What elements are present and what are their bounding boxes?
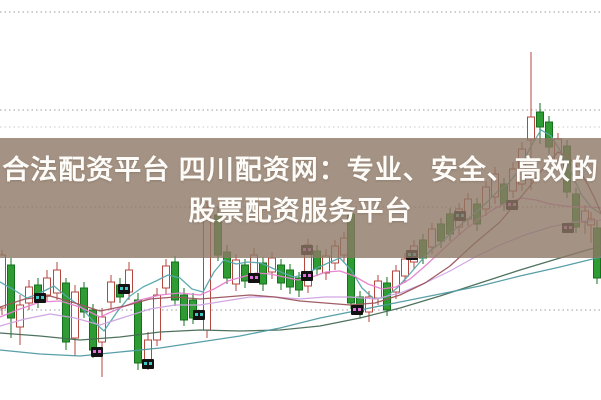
signal-marker [351, 305, 363, 315]
candle-body-down [80, 287, 88, 313]
title-banner-overlay [0, 138, 601, 258]
candle-body-up [71, 291, 79, 339]
signal-marker-glyph [308, 274, 311, 277]
candle-body-up [527, 116, 535, 141]
signal-marker-glyph [255, 276, 258, 279]
title-line-1: 合法配资平台 四川配资网：专业、安全、高效的 [2, 155, 599, 185]
signal-marker-glyph [93, 350, 96, 353]
candle-body-up [153, 294, 161, 341]
ma-line-ma-slate-green [0, 245, 601, 341]
candle-body-up [0, 254, 6, 309]
signal-marker-glyph [149, 362, 152, 365]
page-title: 合法配资平台 四川配资网：专业、安全、高效的 股票配资服务平台 [0, 150, 601, 232]
signal-marker-glyph [353, 308, 356, 311]
candle-body-up [144, 339, 152, 363]
candle-body-down [62, 282, 70, 343]
candle-body-up [401, 258, 409, 277]
signal-marker-glyph [120, 287, 123, 290]
candle-body-down [277, 264, 285, 284]
signal-marker-glyph [200, 313, 203, 316]
candle-body-down [89, 309, 97, 351]
signal-marker-glyph [41, 296, 44, 299]
candle-body-down [171, 261, 179, 301]
candle-body-up [53, 269, 61, 294]
candle-body-up [16, 304, 24, 328]
signal-marker [34, 293, 46, 303]
signal-marker [142, 359, 154, 369]
signal-marker [248, 273, 260, 283]
signal-marker-glyph [125, 287, 128, 290]
signal-marker-glyph [195, 313, 198, 316]
candle-body-down [134, 299, 142, 364]
signal-marker-glyph [303, 274, 306, 277]
signal-marker [91, 347, 103, 357]
candle-body-up [365, 296, 373, 313]
signal-marker-glyph [144, 362, 147, 365]
candle-body-up [374, 280, 382, 299]
signal-marker-glyph [250, 276, 253, 279]
candle-body-up [268, 257, 276, 273]
candle-body-down [295, 277, 303, 291]
signal-marker [193, 310, 205, 320]
candle-body-down [7, 264, 15, 319]
candle-body-up [232, 259, 240, 285]
title-line-2: 股票配资服务平台 [188, 196, 413, 226]
signal-marker-glyph [36, 296, 39, 299]
signal-marker-glyph [98, 350, 101, 353]
candle-body-up [392, 270, 400, 293]
candle-body-up [250, 254, 258, 276]
candle-body-up [162, 265, 170, 289]
candle-body-up [43, 277, 51, 296]
signal-marker-glyph [358, 308, 361, 311]
candle-body-down [241, 264, 249, 282]
candle-body-down [180, 294, 188, 321]
signal-marker [118, 284, 130, 294]
signal-marker [301, 271, 313, 281]
candle-body-down [536, 111, 544, 128]
candle-body-up [25, 286, 33, 304]
candle-body-up [107, 281, 115, 303]
